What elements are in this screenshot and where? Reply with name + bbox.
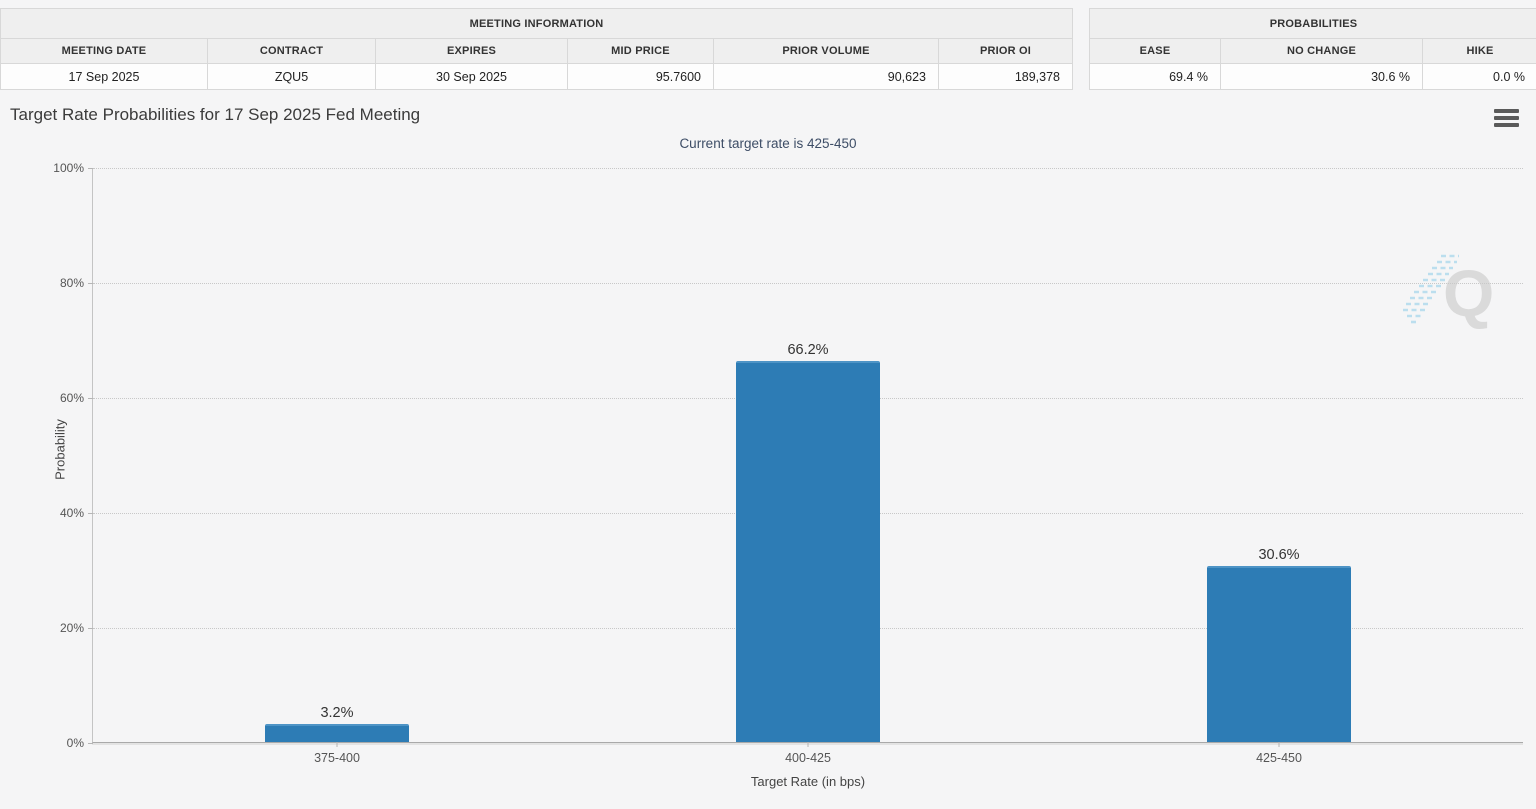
y-tick-mark [88,283,93,284]
y-tick-mark [88,398,93,399]
y-tick-label: 0% [66,736,84,750]
svg-text:Q: Q [1443,256,1494,330]
y-tick-label: 60% [59,391,84,405]
col-no-change: NO CHANGE [1220,38,1423,64]
bar-value-label: 3.2% [320,704,354,721]
contract-value: ZQU5 [207,63,376,90]
y-tick-mark [88,513,93,514]
x-tick-mark [807,742,809,747]
gridline-80 [93,283,1523,284]
bar-400-425: 66.2% [736,342,880,742]
target-rate-chart: Target Rate Probabilities for 17 Sep 202… [0,100,1536,809]
x-category-label: 375-400 [314,751,360,765]
y-tick-label: 20% [59,621,84,635]
x-axis-label: Target Rate (in bps) [750,774,866,789]
probabilities-header-row: EASE NO CHANGE HIKE [1089,38,1536,64]
bar-375-400: 3.2% [265,705,409,742]
col-meeting-date: MEETING DATE [0,38,208,64]
y-tick-label: 40% [59,506,84,520]
hamburger-menu-icon[interactable] [1494,109,1519,131]
chart-subtitle: Current target rate is 425-450 [679,136,857,151]
y-tick-mark [88,628,93,629]
prior-oi-value: 189,378 [938,63,1073,90]
expires-value: 30 Sep 2025 [375,63,568,90]
top-summary-tables: MEETING INFORMATION MEETING DATE CONTRAC… [0,8,1536,90]
col-hike: HIKE [1422,38,1536,64]
bar-value-label: 66.2% [787,342,829,359]
probabilities-title: PROBABILITIES [1089,8,1536,38]
x-category-label: 425-450 [1256,751,1302,765]
bar-425-450: 30.6% [1207,547,1351,742]
col-prior-oi: PRIOR OI [938,38,1073,64]
bar-value-label: 30.6% [1258,547,1300,564]
x-tick-mark [1278,742,1280,747]
col-contract: CONTRACT [207,38,376,64]
col-mid-price: MID PRICE [567,38,714,64]
meeting-information-header-row: MEETING DATE CONTRACT EXPIRES MID PRICE … [0,38,1073,64]
quikstrike-watermark-icon: Q [1403,254,1494,330]
probabilities-table: PROBABILITIES EASE NO CHANGE HIKE 69.4 %… [1089,8,1536,90]
chart-title: Target Rate Probabilities for 17 Sep 202… [10,105,421,124]
col-prior-volume: PRIOR VOLUME [713,38,939,64]
meeting-information-value-row: 17 Sep 2025 ZQU5 30 Sep 2025 95.7600 90,… [0,63,1073,90]
x-tick-mark [336,742,338,747]
y-axis-label: Probability [52,419,68,480]
col-expires: EXPIRES [375,38,568,64]
x-category-label: 400-425 [785,751,831,765]
gridline-100 [93,168,1523,169]
no-change-value: 30.6 % [1220,63,1423,90]
prior-volume-value: 90,623 [713,63,939,90]
meeting-information-table: MEETING INFORMATION MEETING DATE CONTRAC… [0,8,1073,90]
plot-area: Probability Target Rate (in bps) Q 0% 20%… [53,161,1523,789]
hike-value: 0.0 % [1422,63,1536,90]
ease-value: 69.4 % [1089,63,1221,90]
mid-price-value: 95.7600 [567,63,714,90]
y-tick-label: 100% [53,161,84,175]
probabilities-value-row: 69.4 % 30.6 % 0.0 % [1089,63,1536,90]
meeting-date-value: 17 Sep 2025 [0,63,208,90]
y-tick-mark [88,168,93,169]
col-ease: EASE [1089,38,1221,64]
y-tick-mark [88,743,93,744]
y-tick-label: 80% [59,276,84,290]
meeting-information-title: MEETING INFORMATION [0,8,1073,38]
